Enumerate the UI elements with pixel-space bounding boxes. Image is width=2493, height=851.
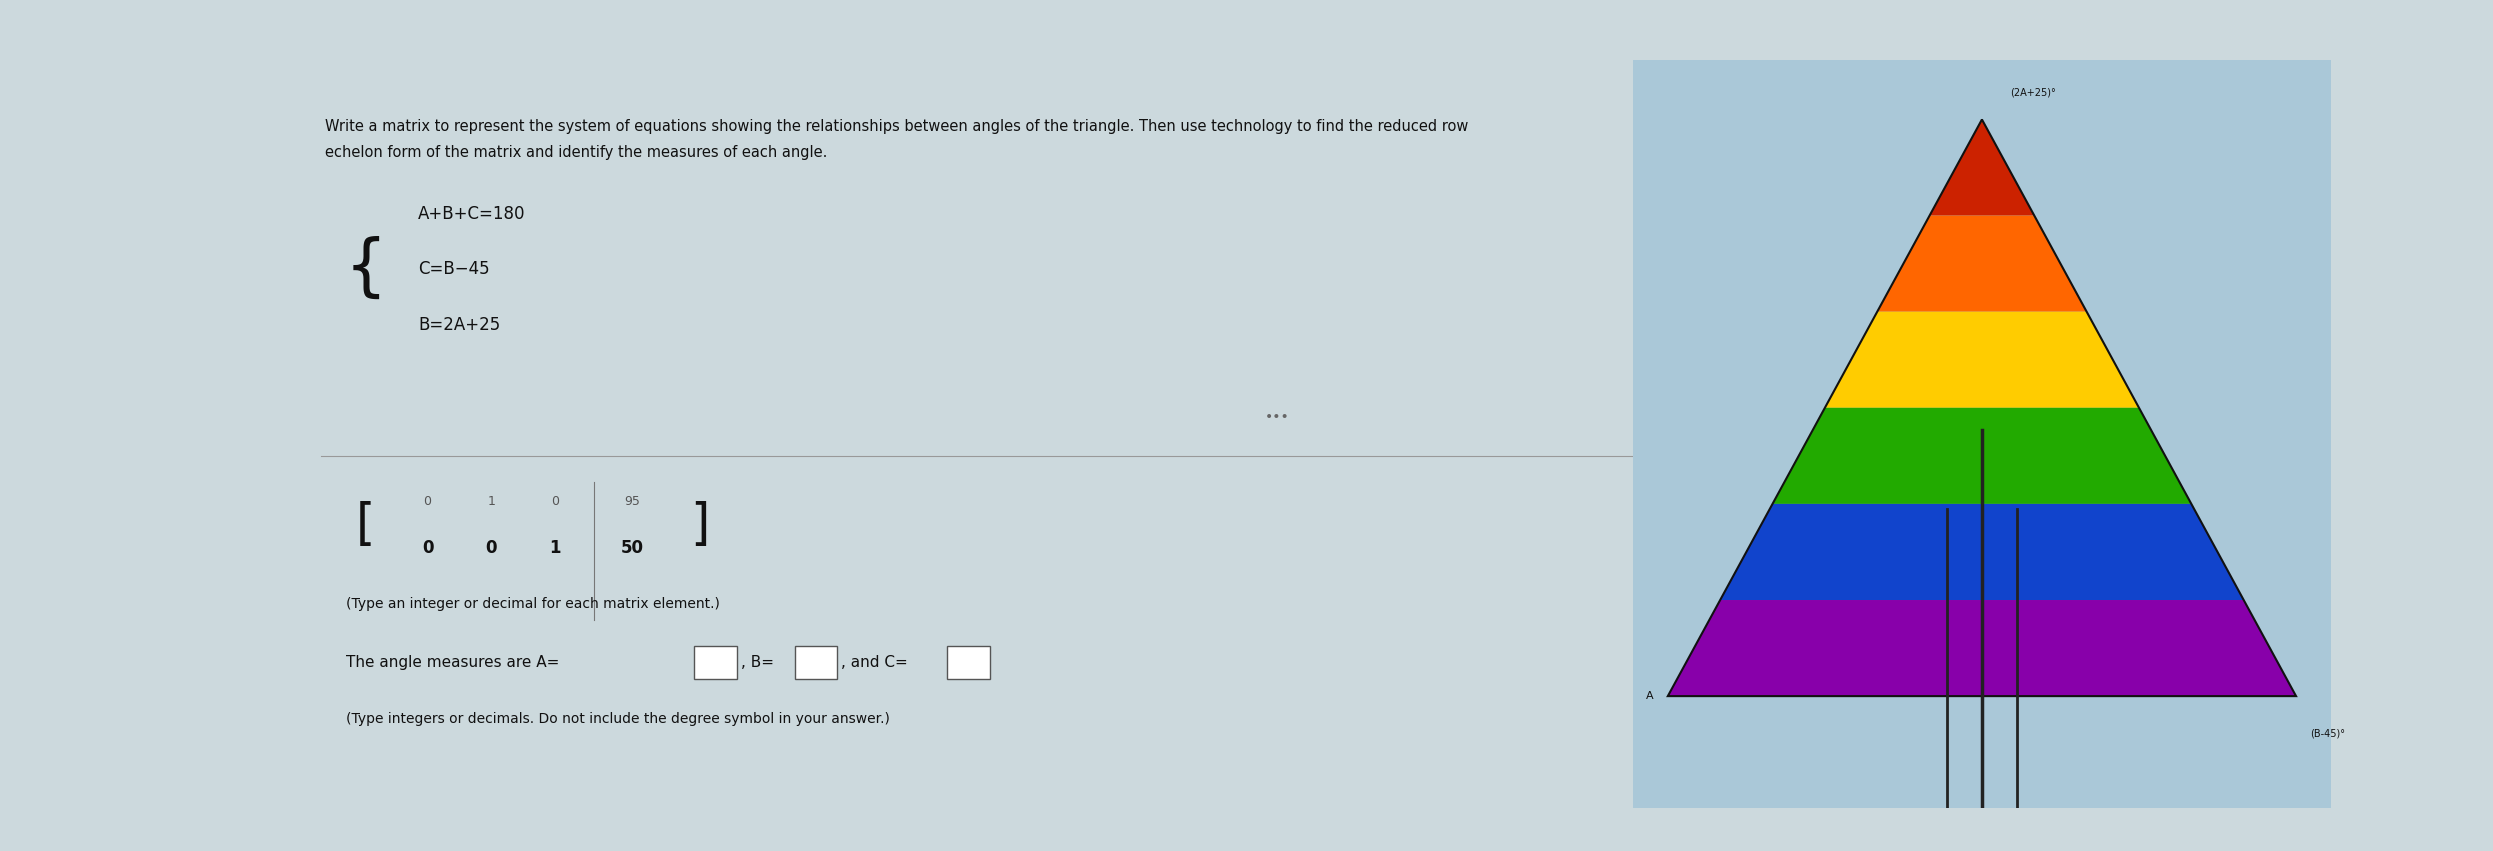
Text: 0: 0 [424, 495, 431, 508]
Text: C=B−45: C=B−45 [419, 260, 489, 278]
Text: 0: 0 [421, 539, 434, 557]
Text: (B-45)°: (B-45)° [2311, 728, 2346, 739]
Text: A+B+C=180: A+B+C=180 [419, 204, 526, 222]
Polygon shape [1668, 600, 2296, 696]
Polygon shape [1720, 504, 2244, 600]
Polygon shape [1825, 311, 2139, 408]
Text: echelon form of the matrix and identify the measures of each angle.: echelon form of the matrix and identify … [324, 145, 828, 160]
Text: A: A [1645, 691, 1653, 701]
FancyBboxPatch shape [693, 646, 738, 679]
Text: Write a matrix to represent the system of equations showing the relationships be: Write a matrix to represent the system o… [324, 118, 1468, 134]
Text: B=2A+25: B=2A+25 [419, 316, 501, 334]
Text: •••: ••• [1266, 409, 1289, 424]
Polygon shape [1633, 60, 2331, 808]
Text: {: { [344, 237, 386, 302]
Text: 0: 0 [486, 539, 496, 557]
Text: 1: 1 [486, 495, 496, 508]
Text: The angle measures are A=: The angle measures are A= [347, 655, 561, 670]
Text: , and C=: , and C= [840, 655, 907, 670]
FancyBboxPatch shape [795, 646, 838, 679]
Text: 95: 95 [623, 495, 641, 508]
Text: 50: 50 [621, 539, 643, 557]
Text: (2A+25)°: (2A+25)° [2009, 87, 2057, 97]
Text: [: [ [356, 500, 376, 549]
Polygon shape [1877, 215, 2087, 311]
Text: (Type integers or decimals. Do not include the degree symbol in your answer.): (Type integers or decimals. Do not inclu… [347, 711, 890, 726]
Polygon shape [1773, 408, 2191, 504]
Text: ]: ] [691, 500, 711, 549]
FancyBboxPatch shape [947, 646, 990, 679]
Text: 0: 0 [551, 495, 558, 508]
Text: 1: 1 [548, 539, 561, 557]
Text: (Type an integer or decimal for each matrix element.): (Type an integer or decimal for each mat… [347, 597, 720, 611]
Polygon shape [1930, 119, 2034, 215]
Text: , B=: , B= [740, 655, 773, 670]
